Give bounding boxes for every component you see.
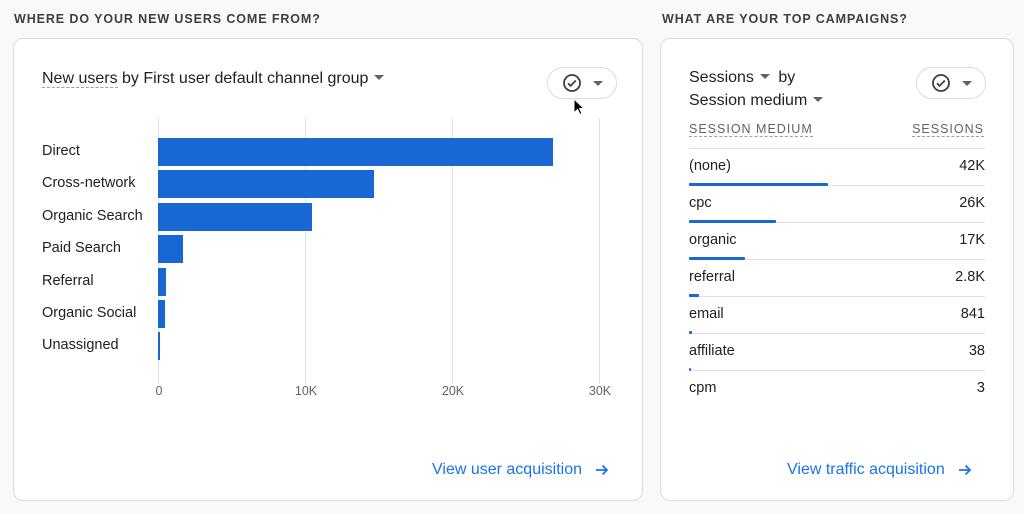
- proportion-bar: [689, 294, 700, 297]
- sessions-value: 26K: [959, 195, 985, 211]
- arrow-right-icon: [596, 464, 609, 476]
- sessions-value: 42K: [959, 158, 985, 174]
- bar[interactable]: [158, 235, 183, 264]
- session-medium-label: (none): [689, 158, 731, 174]
- bar-label: Organic Search: [42, 207, 143, 224]
- check-circle-icon: [931, 74, 950, 92]
- table-row[interactable]: organic 17K: [689, 223, 985, 260]
- proportion-bar: [689, 257, 746, 260]
- table-row[interactable]: affiliate 38: [689, 334, 985, 371]
- caret-down-icon: [813, 96, 824, 102]
- x-tick-label: 20K: [441, 384, 465, 398]
- compare-button[interactable]: [547, 67, 617, 99]
- proportion-bar: [689, 220, 777, 223]
- compare-button[interactable]: [916, 67, 986, 99]
- session-medium-label: organic: [689, 232, 737, 248]
- table-row[interactable]: cpm 3: [689, 371, 985, 408]
- bar[interactable]: [158, 138, 554, 166]
- dimension-selector[interactable]: Session medium: [689, 92, 824, 109]
- proportion-bar: [689, 368, 691, 371]
- proportion-bar: [689, 331, 692, 334]
- section-title-new-users: WHERE DO YOUR NEW USERS COME FROM?: [14, 12, 321, 26]
- bar[interactable]: [158, 267, 167, 296]
- section-title-top-campaigns: WHAT ARE YOUR TOP CAMPAIGNS?: [662, 12, 908, 26]
- view-traffic-acquisition-link[interactable]: View traffic acquisition: [787, 461, 973, 479]
- bar[interactable]: [158, 202, 313, 231]
- bar-label: Unassigned: [42, 337, 119, 354]
- row-divider: [689, 222, 985, 223]
- caret-down-icon: [961, 80, 972, 86]
- bar-label: Organic Social: [42, 305, 137, 321]
- caret-down-icon: [592, 80, 603, 86]
- bar[interactable]: [158, 332, 160, 361]
- table-heading: Sessions by Session medium: [689, 66, 824, 112]
- bar-label: Direct: [42, 143, 80, 159]
- sessions-value: 17K: [959, 232, 985, 248]
- session-medium-label: referral: [689, 269, 735, 285]
- sessions-value: 3: [976, 380, 985, 396]
- bar-chart: 0 10K 20K 30K Direct Cross-network Organic Sea…: [14, 39, 642, 500]
- session-medium-label: cpm: [689, 380, 717, 396]
- row-divider: [689, 259, 985, 260]
- table-row[interactable]: cpc 26K: [689, 186, 985, 223]
- session-medium-label: email: [689, 306, 724, 322]
- sessions-value: 38: [968, 343, 985, 359]
- proportion-bar: [689, 183, 829, 186]
- caret-down-icon: [374, 74, 385, 80]
- gridline: [305, 118, 306, 384]
- row-divider: [689, 370, 985, 371]
- table-row[interactable]: email 841: [689, 297, 985, 334]
- bar-label: Paid Search: [42, 240, 121, 257]
- session-medium-label: affiliate: [689, 343, 735, 359]
- bar-label: Referral: [42, 272, 94, 289]
- top-campaigns-card: Sessions by Session medium SESSION MEDIU…: [660, 38, 1014, 501]
- sessions-value: 2.8K: [955, 269, 985, 285]
- bar-label: Cross-network: [42, 175, 136, 192]
- session-medium-label: cpc: [689, 195, 712, 211]
- view-user-acquisition-link[interactable]: View user acquisition: [432, 461, 610, 479]
- x-tick-label: 0: [155, 384, 163, 398]
- caret-down-icon: [759, 73, 770, 79]
- gridline: [599, 118, 600, 384]
- gridline: [452, 118, 453, 384]
- column-header-session-medium[interactable]: SESSION MEDIUM: [689, 122, 813, 137]
- new-users-card: New users by First user default channel …: [13, 38, 643, 501]
- table-row[interactable]: referral 2.8K: [689, 260, 985, 297]
- x-tick-label: 10K: [294, 384, 318, 398]
- bar[interactable]: [158, 300, 165, 328]
- row-divider: [689, 333, 985, 334]
- bar[interactable]: [158, 170, 375, 199]
- check-circle-icon: [562, 74, 581, 92]
- chart-heading: New users by First user default channel …: [42, 67, 385, 90]
- row-divider: [689, 185, 985, 186]
- dimension-selector[interactable]: by First user default channel group: [118, 70, 385, 87]
- arrow-right-icon: [958, 464, 971, 476]
- header-divider: [689, 148, 985, 149]
- table-row[interactable]: (none) 42K: [689, 149, 985, 186]
- mouse-cursor-icon: [573, 98, 585, 116]
- metric-selector[interactable]: New users: [42, 70, 118, 88]
- column-header-sessions[interactable]: SESSIONS: [912, 122, 984, 137]
- sessions-value: 841: [960, 306, 985, 322]
- row-divider: [689, 296, 985, 297]
- x-tick-label: 30K: [588, 384, 612, 398]
- metric-selector[interactable]: Sessions: [689, 69, 770, 86]
